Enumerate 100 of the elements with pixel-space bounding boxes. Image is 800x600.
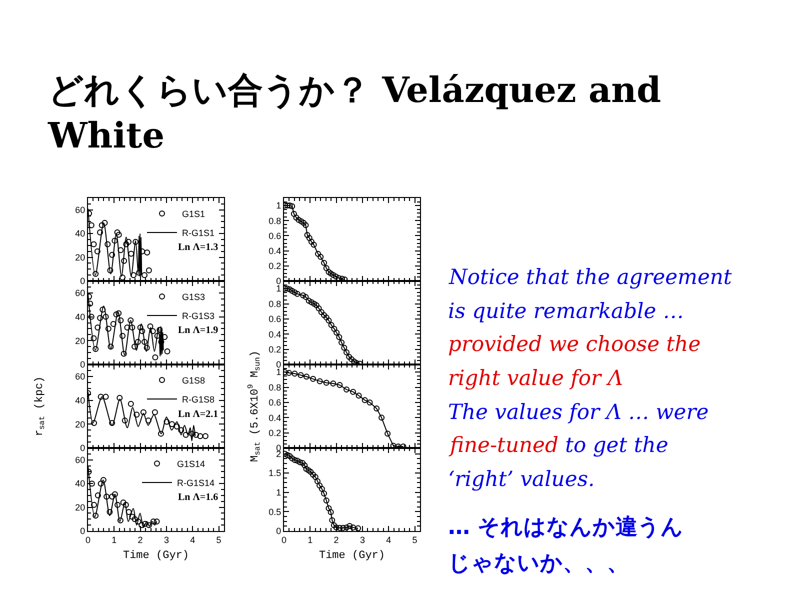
point bbox=[98, 480, 104, 487]
point bbox=[321, 260, 328, 266]
point bbox=[129, 324, 136, 331]
point bbox=[88, 480, 95, 487]
point bbox=[314, 478, 320, 484]
point bbox=[116, 232, 122, 238]
point bbox=[316, 305, 322, 312]
y-tick-label: 40 bbox=[75, 228, 86, 239]
point bbox=[323, 314, 330, 320]
point bbox=[144, 344, 150, 351]
y-tick-label: 0.6 bbox=[268, 398, 282, 408]
point bbox=[341, 344, 348, 351]
point bbox=[328, 322, 334, 328]
point bbox=[106, 509, 113, 516]
point bbox=[129, 514, 136, 520]
point bbox=[94, 492, 101, 498]
x-tick-label: 5 bbox=[216, 534, 222, 545]
point bbox=[102, 220, 108, 226]
point bbox=[114, 502, 121, 508]
point bbox=[122, 418, 128, 424]
point bbox=[121, 258, 128, 264]
point bbox=[197, 433, 204, 440]
point bbox=[303, 374, 310, 380]
point bbox=[92, 346, 99, 352]
y-tick-label: 0.4 bbox=[268, 329, 282, 340]
point bbox=[137, 324, 144, 331]
point bbox=[168, 421, 175, 428]
y-tick-label: 0.6 bbox=[268, 314, 282, 324]
point bbox=[374, 406, 380, 412]
point bbox=[350, 524, 356, 531]
annotation: Ln Λ=1.3 bbox=[178, 242, 218, 253]
annotation: Ln Λ=2.1 bbox=[178, 409, 218, 420]
point bbox=[308, 238, 314, 245]
point bbox=[356, 392, 362, 399]
point bbox=[286, 370, 292, 376]
point bbox=[108, 344, 114, 350]
point bbox=[313, 302, 320, 308]
point bbox=[146, 267, 152, 274]
point bbox=[292, 456, 298, 463]
point bbox=[306, 234, 312, 241]
point bbox=[289, 288, 296, 294]
point bbox=[100, 477, 106, 484]
point bbox=[300, 460, 306, 466]
y-tick-label: 20 bbox=[75, 419, 86, 430]
point bbox=[97, 229, 104, 236]
legend-label: G1S1 bbox=[182, 209, 206, 220]
point bbox=[107, 267, 114, 274]
y-tick-label: 20 bbox=[75, 336, 86, 346]
point bbox=[350, 388, 356, 395]
point bbox=[145, 418, 152, 424]
y-tick-label: 0 bbox=[80, 360, 86, 370]
y-tick-label: 0.2 bbox=[268, 428, 282, 438]
point bbox=[188, 430, 195, 437]
point bbox=[336, 524, 343, 531]
point bbox=[306, 298, 312, 304]
point bbox=[193, 432, 200, 438]
point bbox=[362, 397, 368, 404]
point bbox=[92, 512, 99, 519]
point bbox=[97, 314, 104, 321]
point bbox=[122, 502, 129, 508]
point bbox=[348, 356, 354, 362]
y-tick-label: 0.8 bbox=[268, 216, 282, 226]
point bbox=[123, 241, 130, 248]
y-tick-label: 0.8 bbox=[268, 382, 282, 392]
y-tick-label: 1 bbox=[276, 200, 282, 211]
y-tick-label: 0.2 bbox=[268, 344, 282, 354]
point bbox=[378, 414, 385, 421]
text: fine-tuned bbox=[448, 433, 558, 457]
point bbox=[102, 394, 109, 400]
point bbox=[308, 468, 314, 475]
point bbox=[116, 394, 123, 401]
point bbox=[294, 290, 300, 297]
point bbox=[94, 324, 101, 331]
point bbox=[118, 247, 124, 254]
point bbox=[174, 424, 180, 430]
legend-label: R-G1S8 bbox=[182, 394, 215, 405]
point bbox=[310, 242, 317, 248]
point bbox=[118, 317, 124, 324]
point bbox=[302, 294, 309, 300]
point bbox=[290, 210, 297, 217]
point bbox=[326, 505, 332, 512]
point bbox=[109, 252, 116, 258]
x-tick-label: 3 bbox=[164, 534, 169, 545]
point bbox=[330, 522, 337, 528]
point bbox=[296, 459, 303, 466]
point bbox=[326, 317, 332, 324]
point bbox=[328, 509, 334, 516]
point bbox=[321, 312, 328, 318]
point bbox=[294, 458, 300, 464]
y-tick-label: 40 bbox=[75, 312, 86, 322]
y-tick-label: 0 bbox=[276, 526, 282, 536]
point bbox=[109, 420, 116, 426]
point bbox=[130, 272, 137, 278]
point bbox=[90, 335, 97, 342]
y-tick-label: 1 bbox=[276, 284, 282, 294]
point bbox=[344, 524, 350, 531]
point bbox=[296, 216, 302, 223]
point bbox=[298, 372, 304, 378]
point bbox=[141, 338, 148, 345]
point bbox=[355, 525, 362, 531]
